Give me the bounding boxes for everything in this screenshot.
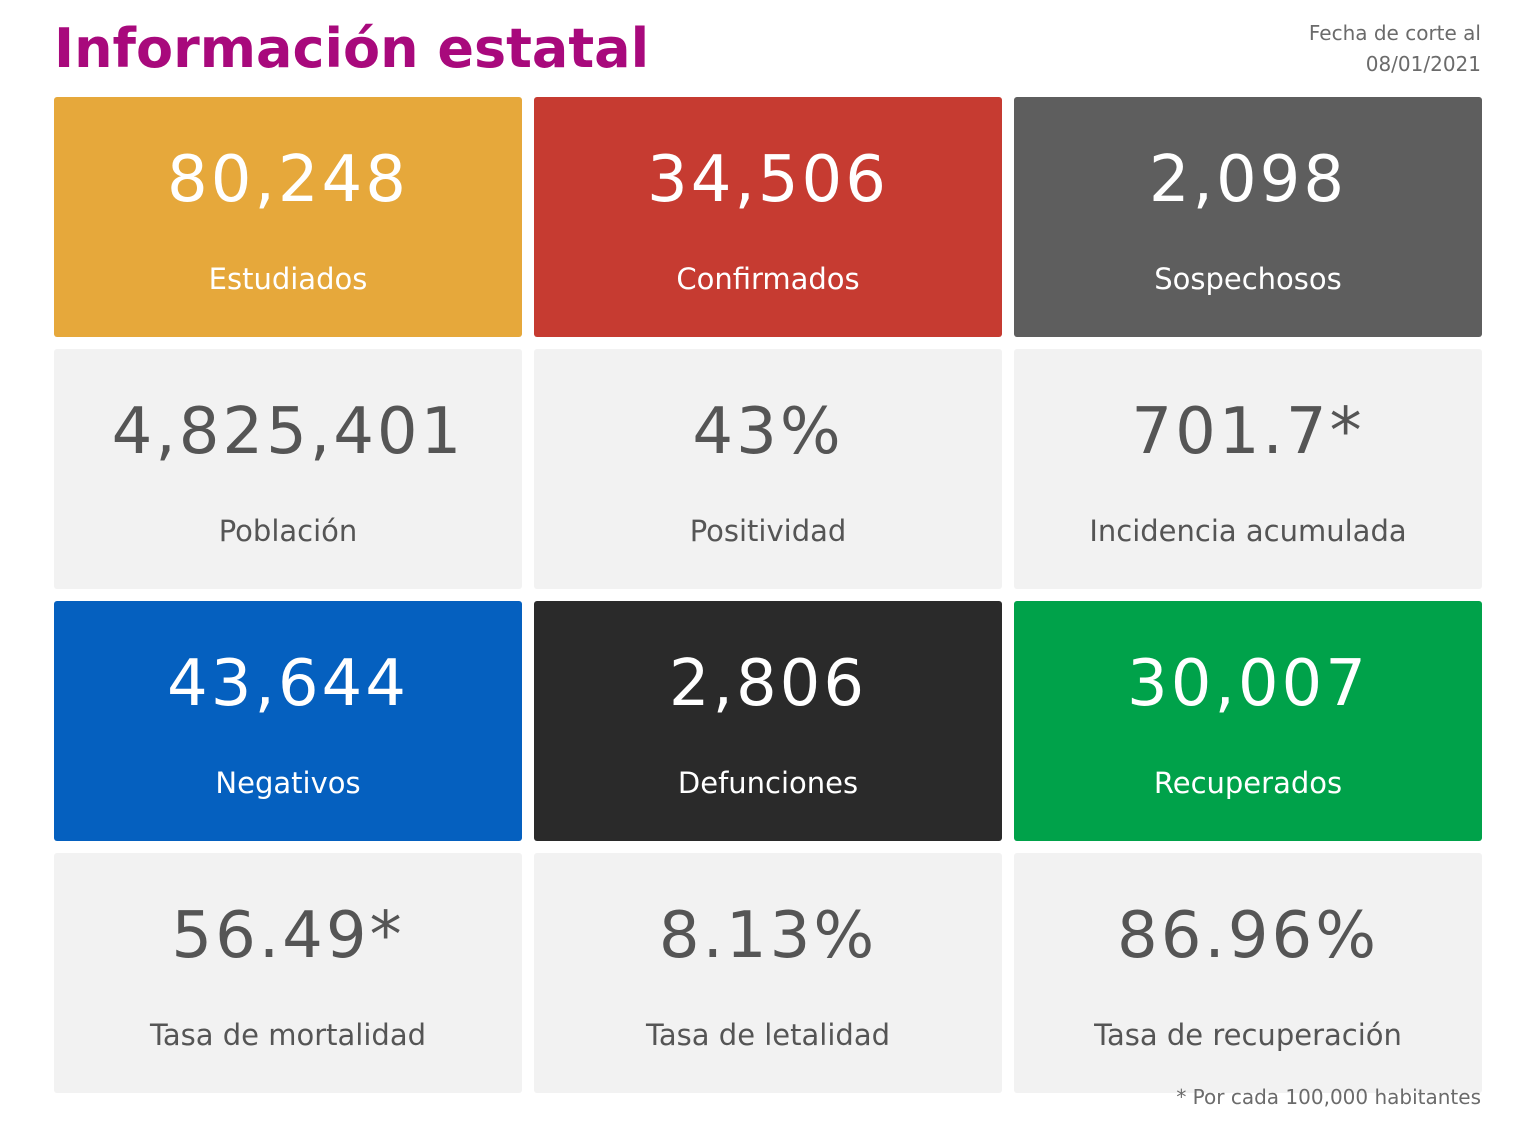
card-label: Tasa de recuperación bbox=[1094, 1018, 1402, 1052]
page-title: Información estatal bbox=[54, 17, 650, 80]
card-label: Tasa de letalidad bbox=[646, 1018, 890, 1052]
card-label: Defunciones bbox=[677, 766, 859, 800]
card-positividad: 43% Positividad bbox=[534, 349, 1002, 589]
card-label: Estudiados bbox=[208, 262, 368, 296]
card-estudiados: 80,248 Estudiados bbox=[54, 97, 522, 337]
card-label: Recuperados bbox=[1153, 766, 1343, 800]
card-negativos: 43,644 Negativos bbox=[54, 601, 522, 841]
card-value: 701.7* bbox=[1131, 395, 1365, 469]
card-incidencia-acumulada: 701.7* Incidencia acumulada bbox=[1014, 349, 1482, 589]
stats-grid: 80,248 Estudiados 34,506 Confirmados 2,0… bbox=[54, 97, 1482, 1093]
card-value: 86.96% bbox=[1116, 899, 1380, 973]
card-value: 56.49* bbox=[171, 899, 405, 973]
cutoff-date: 08/01/2021 bbox=[1365, 52, 1481, 76]
card-tasa-letalidad: 8.13% Tasa de letalidad bbox=[534, 853, 1002, 1093]
card-confirmados: 34,506 Confirmados bbox=[534, 97, 1002, 337]
card-label: Tasa de mortalidad bbox=[149, 1018, 426, 1052]
card-label: Negativos bbox=[215, 766, 361, 800]
card-value: 4,825,401 bbox=[111, 395, 465, 469]
card-tasa-recuperacion: 86.96% Tasa de recuperación bbox=[1014, 853, 1482, 1093]
card-label: Incidencia acumulada bbox=[1089, 514, 1407, 548]
card-tasa-mortalidad: 56.49* Tasa de mortalidad bbox=[54, 853, 522, 1093]
card-recuperados: 30,007 Recuperados bbox=[1014, 601, 1482, 841]
card-label: Positividad bbox=[689, 514, 847, 548]
card-sospechosos: 2,098 Sospechosos bbox=[1014, 97, 1482, 337]
cutoff-date-block: Fecha de corte al 08/01/2021 bbox=[1309, 18, 1481, 80]
footnote: * Por cada 100,000 habitantes bbox=[1176, 1085, 1481, 1109]
card-value: 43,644 bbox=[167, 647, 409, 721]
cutoff-label: Fecha de corte al bbox=[1308, 21, 1481, 45]
card-label: Sospechosos bbox=[1154, 262, 1342, 296]
card-value: 34,506 bbox=[647, 143, 889, 217]
card-value: 2,806 bbox=[668, 647, 868, 721]
card-poblacion: 4,825,401 Población bbox=[54, 349, 522, 589]
card-value: 80,248 bbox=[167, 143, 409, 217]
card-value: 8.13% bbox=[658, 899, 878, 973]
card-value: 43% bbox=[692, 395, 844, 469]
card-value: 30,007 bbox=[1127, 647, 1369, 721]
card-value: 2,098 bbox=[1148, 143, 1348, 217]
card-defunciones: 2,806 Defunciones bbox=[534, 601, 1002, 841]
card-label: Confirmados bbox=[676, 262, 860, 296]
card-label: Población bbox=[218, 514, 358, 548]
